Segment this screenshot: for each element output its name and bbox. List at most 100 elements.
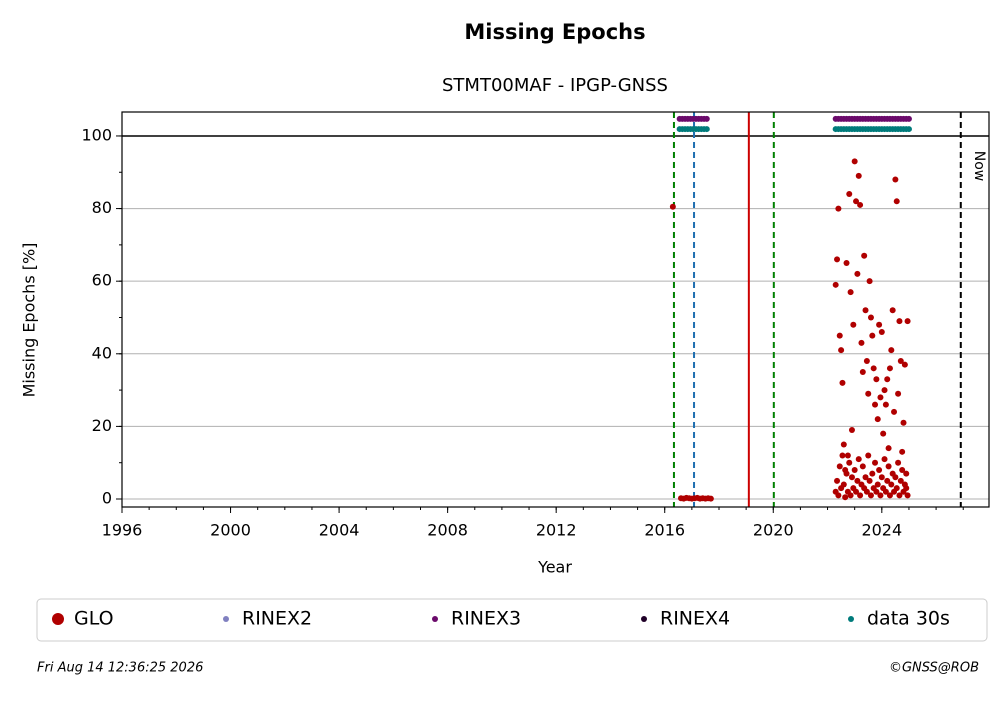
data-point bbox=[874, 481, 881, 488]
data-point bbox=[840, 441, 847, 448]
data-point bbox=[885, 445, 892, 452]
data-point bbox=[853, 488, 860, 495]
data-point bbox=[881, 387, 888, 394]
data-point bbox=[834, 477, 841, 484]
data-point bbox=[877, 492, 884, 499]
data-point bbox=[855, 172, 862, 179]
data-point bbox=[869, 332, 876, 339]
data-point bbox=[843, 470, 850, 477]
data-point bbox=[703, 126, 710, 133]
data-point bbox=[862, 474, 869, 481]
x-tick-label: 2024 bbox=[861, 521, 902, 540]
x-tick-label: 2020 bbox=[753, 521, 794, 540]
data-point bbox=[888, 347, 895, 354]
data-point bbox=[905, 115, 912, 122]
data-point bbox=[895, 390, 902, 397]
data-point bbox=[863, 488, 870, 495]
chart-title: Missing Epochs bbox=[464, 20, 645, 44]
data-point bbox=[896, 492, 903, 499]
data-point bbox=[876, 466, 883, 473]
data-point bbox=[889, 307, 896, 314]
data-point bbox=[857, 201, 864, 208]
data-point bbox=[877, 394, 884, 401]
data-point bbox=[904, 318, 911, 325]
data-point bbox=[840, 481, 847, 488]
data-point bbox=[848, 427, 855, 434]
data-point bbox=[901, 361, 908, 368]
legend-label: GLO bbox=[74, 608, 114, 630]
data-point bbox=[859, 463, 866, 470]
data-point bbox=[870, 365, 877, 372]
legend-marker bbox=[432, 616, 438, 622]
data-point bbox=[854, 270, 861, 277]
data-point bbox=[876, 321, 883, 328]
legend-label: RINEX3 bbox=[451, 608, 521, 630]
data-point bbox=[881, 456, 888, 463]
y-tick-label: 40 bbox=[92, 343, 112, 362]
data-point bbox=[893, 485, 900, 492]
data-point bbox=[886, 492, 893, 499]
y-tick-label: 100 bbox=[81, 125, 112, 144]
data-point bbox=[707, 495, 714, 502]
data-point bbox=[863, 358, 870, 365]
data-point bbox=[878, 474, 885, 481]
y-tick-label: 20 bbox=[92, 416, 112, 435]
data-point bbox=[886, 365, 893, 372]
data-point bbox=[885, 463, 892, 470]
data-point bbox=[899, 466, 906, 473]
y-tick-label: 0 bbox=[102, 489, 112, 508]
data-point bbox=[872, 401, 879, 408]
data-point bbox=[904, 492, 911, 499]
data-point bbox=[858, 339, 865, 346]
data-point bbox=[867, 314, 874, 321]
data-point bbox=[872, 459, 879, 466]
data-point bbox=[866, 477, 873, 484]
data-point bbox=[834, 256, 841, 263]
data-point bbox=[848, 474, 855, 481]
x-axis-label: Year bbox=[537, 558, 572, 577]
data-point bbox=[842, 494, 849, 501]
data-point bbox=[847, 289, 854, 296]
data-point bbox=[850, 321, 857, 328]
legend-label: data 30s bbox=[867, 608, 950, 630]
data-point bbox=[880, 430, 887, 437]
data-point bbox=[884, 477, 891, 484]
x-tick-label: 2012 bbox=[536, 521, 577, 540]
y-tick-label: 60 bbox=[92, 271, 112, 290]
data-point bbox=[896, 318, 903, 325]
data-point bbox=[903, 470, 910, 477]
data-point bbox=[903, 485, 910, 492]
data-point bbox=[905, 126, 912, 133]
data-point bbox=[836, 463, 843, 470]
data-point bbox=[703, 115, 710, 122]
data-point bbox=[897, 477, 904, 484]
data-point bbox=[846, 459, 853, 466]
data-point bbox=[839, 379, 846, 386]
data-point bbox=[854, 477, 861, 484]
data-point bbox=[861, 252, 868, 259]
data-point bbox=[851, 466, 858, 473]
x-tick-label: 1996 bbox=[102, 521, 143, 540]
data-point bbox=[865, 452, 872, 459]
data-point bbox=[888, 481, 895, 488]
data-point bbox=[895, 459, 902, 466]
y-axis-label: Missing Epochs [%] bbox=[20, 243, 39, 398]
legend-label: RINEX4 bbox=[660, 608, 730, 630]
legend-label: RINEX2 bbox=[242, 608, 312, 630]
data-point bbox=[847, 492, 854, 499]
data-point bbox=[857, 492, 864, 499]
data-point bbox=[866, 278, 873, 285]
data-point bbox=[835, 205, 842, 212]
data-point bbox=[878, 329, 885, 336]
x-tick-label: 2000 bbox=[210, 521, 251, 540]
data-point bbox=[853, 198, 860, 205]
data-point bbox=[839, 452, 846, 459]
data-point bbox=[873, 376, 880, 383]
data-point bbox=[855, 456, 862, 463]
data-point bbox=[835, 492, 842, 499]
data-point bbox=[844, 452, 851, 459]
data-point bbox=[882, 488, 889, 495]
data-point bbox=[862, 307, 869, 314]
